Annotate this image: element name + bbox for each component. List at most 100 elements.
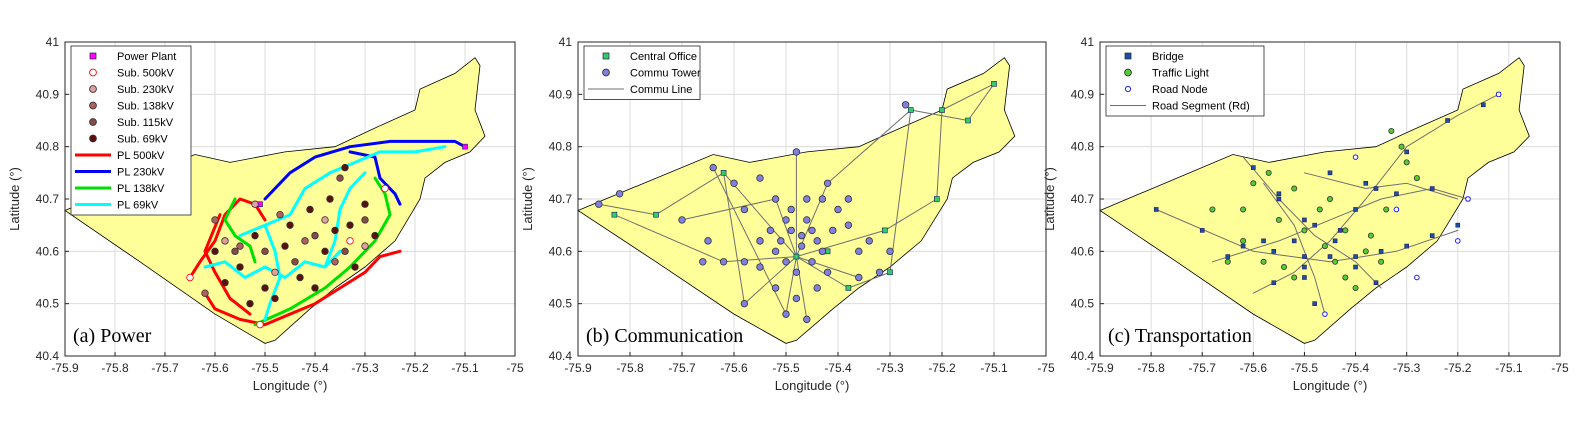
point-sub-115kv: [361, 216, 369, 224]
line-pl-69kv: [323, 171, 367, 269]
point-bridge: [1353, 207, 1358, 212]
x-tick-label: -75.9: [1086, 361, 1114, 375]
x-tick-label: -75.5: [772, 361, 800, 375]
point-central-office: [939, 107, 945, 113]
legend-label: PL 230kV: [117, 167, 165, 179]
x-tick-label: -75.7: [151, 361, 179, 375]
point-commu-tower: [704, 237, 712, 245]
point-commu-tower: [730, 179, 738, 187]
line-commu-line: [712, 167, 860, 315]
line-pl-230kv: [263, 139, 467, 201]
point-bridge: [1429, 233, 1435, 238]
line-pl-69kv: [238, 145, 447, 238]
point-central-office: [845, 285, 852, 291]
x-axis-label: Longitude (°): [1293, 378, 1368, 393]
point-commu-tower: [792, 294, 801, 303]
point-commu-tower: [813, 284, 821, 292]
line-road-segment-rd: [1252, 93, 1500, 294]
legend-swatch: [89, 134, 97, 143]
legend-item-pl-500kv: PL 500kV: [75, 150, 165, 162]
series-points: [186, 143, 468, 329]
legend-label: Sub. 138kV: [117, 101, 175, 113]
line-commu-line: [681, 198, 808, 320]
point-bridge: [1363, 181, 1369, 186]
point-bridge: [1276, 191, 1282, 197]
point-commu-tower: [886, 247, 894, 256]
y-tick-label: 40.4: [36, 349, 60, 363]
point-commu-tower: [787, 205, 795, 214]
point-commu-tower: [803, 315, 811, 324]
point-sub-69kv: [221, 279, 229, 287]
x-tick-label: -75.1: [1495, 361, 1523, 375]
legend-label: Sub. 69kV: [117, 134, 168, 146]
y-tick-label: 40.7: [549, 192, 573, 206]
x-axis-label: Longitude (°): [775, 378, 850, 393]
point-bridge: [1378, 249, 1384, 254]
x-tick-label: -75.6: [1240, 361, 1268, 375]
y-tick-label: 40.5: [1071, 297, 1095, 311]
point-sub-500kv: [256, 320, 264, 329]
point-sub-69kv: [346, 221, 354, 229]
point-commu-tower: [615, 190, 624, 198]
point-traffic-light: [1250, 180, 1257, 187]
point-traffic-light: [1209, 206, 1216, 213]
x-tick-label: -75.6: [201, 361, 229, 375]
x-tick-label: -75.9: [51, 361, 79, 375]
point-bridge: [1404, 243, 1409, 249]
legend-item-pl-69kv: PL 69kV: [75, 200, 159, 212]
panel-label: (c) Transportation: [1108, 325, 1252, 347]
point-commu-tower: [865, 237, 873, 245]
point-bridge: [1404, 149, 1409, 155]
legend-swatch: [89, 52, 97, 60]
point-sub-69kv: [246, 299, 254, 308]
legend-label: Sub. 115kV: [117, 117, 174, 129]
point-traffic-light: [1362, 248, 1369, 255]
point-traffic-light: [1352, 284, 1359, 291]
point-commu-tower: [855, 247, 863, 256]
line-pl-500kv: [203, 213, 252, 316]
point-commu-tower: [766, 226, 775, 235]
point-central-office: [991, 81, 997, 87]
point-bridge: [1240, 243, 1246, 249]
x-tick-label: -75.8: [616, 361, 644, 375]
point-sub-500kv: [381, 184, 389, 193]
point-sub-69kv: [361, 200, 369, 208]
point-central-office: [611, 211, 618, 218]
point-bridge: [1327, 170, 1333, 176]
point-traffic-light: [1342, 274, 1349, 281]
point-bridge: [1481, 102, 1486, 108]
legend-item-traffic-light: Traffic Light: [1124, 68, 1209, 80]
x-axis-label: Longitude (°): [253, 378, 328, 393]
point-commu-tower: [740, 299, 749, 308]
legend-item-commu-line: Commu Line: [588, 84, 692, 96]
point-central-office: [965, 117, 971, 124]
legend-item-road-segment-rd: Road Segment (Rd): [1110, 101, 1250, 113]
point-commu-tower: [834, 205, 842, 214]
point-commu-tower: [756, 174, 764, 182]
point-sub-138kv: [331, 258, 339, 266]
legend-item-sub-115kv: Sub. 115kV: [89, 117, 174, 129]
point-commu-tower: [771, 284, 780, 292]
point-bridge: [1302, 275, 1307, 280]
panel-power: -75.9 -75.8 -75.7 -75.6 -75.5 -75.4 -75.3 -75.2…: [7, 35, 524, 393]
point-traffic-light: [1265, 169, 1272, 176]
line-road-segment-rd: [1155, 209, 1459, 263]
point-bridge: [1251, 165, 1256, 170]
point-traffic-light: [1327, 195, 1334, 202]
x-tick-label: -75.1: [980, 361, 1008, 375]
legend-swatch: [89, 68, 97, 77]
point-commu-tower: [756, 237, 764, 245]
legend: Bridge Traffic Light Road Node Road Segment…: [1105, 45, 1265, 117]
x-tick-label: -75.4: [301, 361, 329, 375]
y-tick-label: 41: [1081, 35, 1095, 49]
legend-label: Commu Line: [630, 84, 692, 96]
legend-swatch: [602, 52, 610, 60]
point-central-office: [881, 227, 888, 234]
line-pl-138kv: [253, 176, 392, 327]
point-traffic-light: [1301, 227, 1308, 234]
y-tick-label: 40.9: [1071, 87, 1095, 101]
point-bridge: [1199, 228, 1205, 233]
point-bridge: [1153, 207, 1159, 212]
point-road-node: [1495, 91, 1502, 98]
point-sub-115kv: [311, 231, 319, 240]
